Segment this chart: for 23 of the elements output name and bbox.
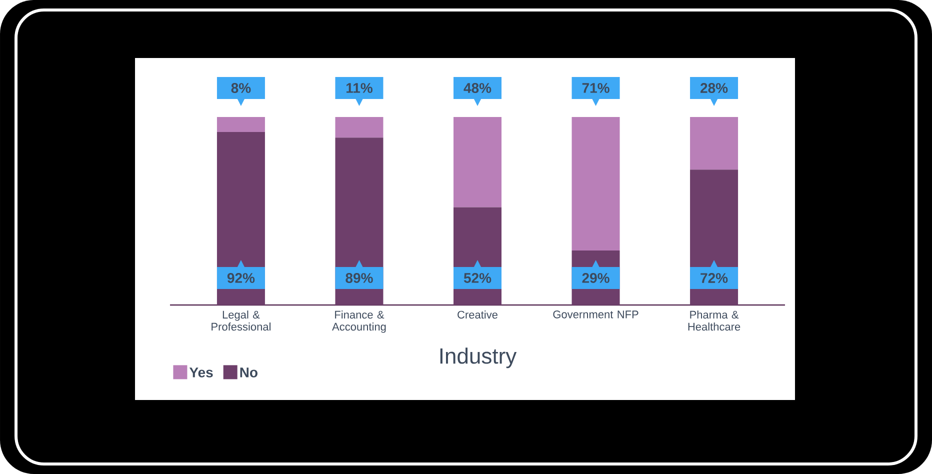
bar — [335, 116, 384, 138]
data-label: 11% — [346, 83, 372, 93]
bar — [454, 116, 502, 208]
data-label: 29% — [582, 273, 610, 283]
data-label: 71% — [582, 83, 610, 93]
legend-label: No — [240, 368, 258, 378]
bar — [216, 116, 265, 132]
x-tick-label: Government NFP — [553, 310, 638, 318]
data-label: 48% — [464, 83, 492, 93]
x-tick-label: Pharma & Healthcare — [688, 310, 740, 331]
x-tick-label: Legal & Professional — [212, 310, 270, 331]
x-tick-label: Finance & Accounting — [332, 310, 386, 333]
data-label: 8% — [231, 83, 251, 93]
x-tick-label: Creative — [458, 310, 498, 319]
data-label: 89% — [346, 273, 373, 283]
data-label: 52% — [464, 273, 492, 283]
data-label: 92% — [227, 273, 255, 283]
bar — [572, 116, 620, 250]
x-axis-title: Industry — [440, 348, 517, 368]
data-label: 72% — [700, 273, 728, 283]
bar — [690, 116, 738, 170]
legend-label: Yes — [189, 368, 213, 378]
data-label: 28% — [700, 83, 728, 93]
